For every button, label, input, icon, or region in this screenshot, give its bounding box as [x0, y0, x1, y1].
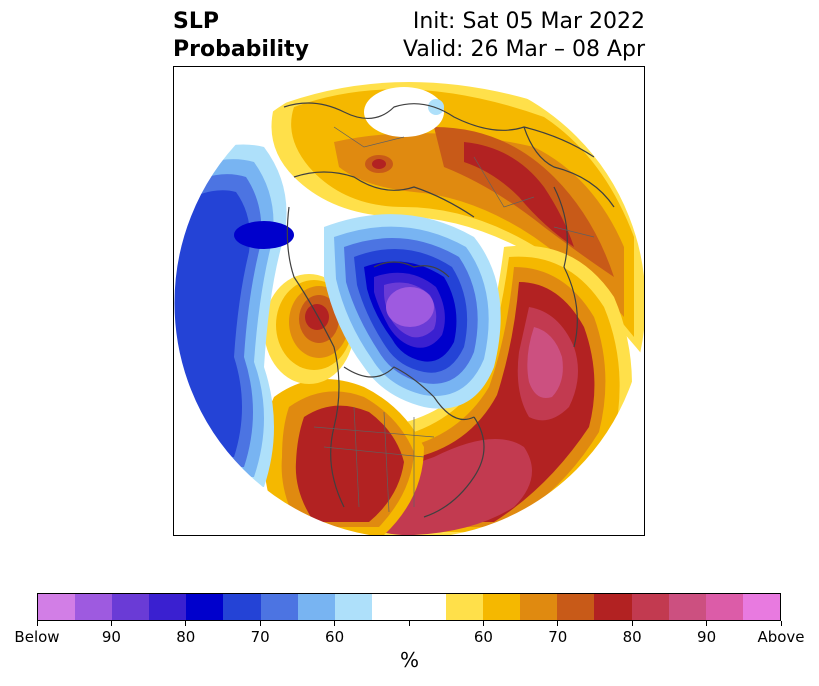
colorbar-tick-label: 70 — [250, 628, 270, 646]
colorbar-tick — [259, 621, 261, 626]
colorbar-cell — [297, 594, 335, 620]
siberia-high-region — [271, 82, 644, 357]
title-variable: SLP — [173, 9, 219, 34]
colorbar-cell — [75, 594, 113, 620]
map-panel — [173, 66, 645, 536]
colorbar-tick — [110, 621, 112, 626]
colorbar-tick — [36, 621, 38, 626]
colorbar-tick — [185, 621, 187, 626]
colorbar-cell — [557, 594, 595, 620]
colorbar-tick — [334, 621, 336, 626]
valid-range: Valid: 26 Mar – 08 Apr — [403, 37, 645, 62]
colorbar-cell — [371, 594, 409, 620]
probability-map — [174, 67, 644, 535]
colorbar-cell — [631, 594, 669, 620]
colorbar-cell — [483, 594, 521, 620]
colorbar-unit-label: % — [399, 648, 419, 672]
colorbar-tick — [706, 621, 708, 626]
colorbar-cell — [668, 594, 706, 620]
colorbar-tick — [780, 621, 782, 626]
colorbar-tick — [631, 621, 633, 626]
init-date: Init: Sat 05 Mar 2022 — [412, 9, 645, 34]
colorbar-tick-label: Below — [14, 628, 60, 646]
us-high-region — [264, 379, 424, 535]
colorbar — [37, 593, 781, 621]
colorbar-cell — [520, 594, 558, 620]
arctic-low-region — [324, 214, 501, 409]
colorbar-tick-label: 60 — [325, 628, 345, 646]
title-field: Probability — [173, 37, 309, 62]
country-borders — [313, 126, 595, 513]
colorbar-tick-label: 90 — [101, 628, 121, 646]
colorbar-cell — [38, 594, 76, 620]
colorbar-cell — [742, 594, 780, 620]
colorbar-tick-label: Above — [757, 628, 805, 646]
colorbar-cell — [705, 594, 743, 620]
chart-title-right: Init: Sat 05 Mar 2022 Valid: 26 Mar – 08… — [403, 8, 645, 64]
colorbar-tick — [482, 621, 484, 626]
colorbar-cell — [112, 594, 150, 620]
colorbar-tick-label: 60 — [473, 628, 493, 646]
colorbar-ticks: Below 90 80 70 60 60 70 80 90 Above — [14, 621, 805, 651]
colorbar-cell — [260, 594, 298, 620]
colorbar-tick-label: 70 — [548, 628, 568, 646]
colorbar-cell — [186, 594, 224, 620]
colorbar-tick-label: 80 — [622, 628, 642, 646]
colorbar-cell — [594, 594, 632, 620]
colorbar-tick — [408, 621, 410, 626]
colorbar-cell — [446, 594, 484, 620]
colorbar-cell — [149, 594, 187, 620]
colorbar-tick-label: 90 — [697, 628, 717, 646]
chart-title-left: SLP Probability — [173, 8, 309, 64]
colorbar-cell — [223, 594, 261, 620]
coastlines — [283, 102, 615, 518]
colorbar-tick — [557, 621, 559, 626]
north-pacific-low-region — [174, 144, 294, 487]
colorbar-cell — [334, 594, 372, 620]
colorbar-cell — [408, 594, 447, 620]
colorbar-tick-label: 80 — [176, 628, 196, 646]
